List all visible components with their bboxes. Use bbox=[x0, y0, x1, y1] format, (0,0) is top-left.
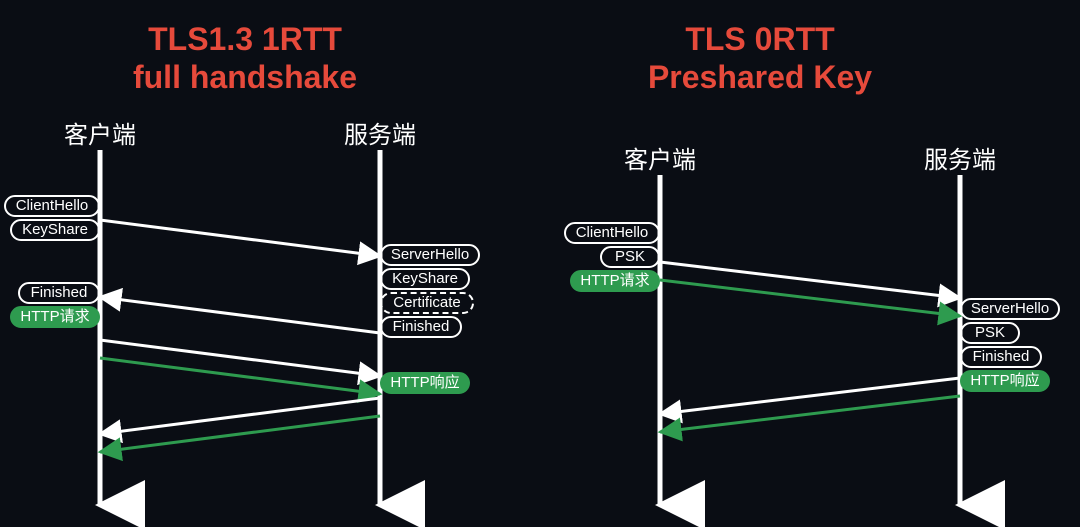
l-a1 bbox=[100, 220, 380, 256]
diagram-stage: { "canvas": { "width": 1080, "height": 5… bbox=[0, 0, 1080, 527]
ll-right-client-label: 客户端 bbox=[610, 140, 710, 175]
title-left-line2: full handshake bbox=[115, 58, 375, 96]
lp-fin2: Finished bbox=[380, 316, 462, 338]
rp-psk2: PSK bbox=[960, 322, 1020, 344]
rp-ch: ClientHello bbox=[564, 222, 660, 244]
title-right-line2: Preshared Key bbox=[630, 58, 890, 96]
l-a2 bbox=[100, 297, 380, 333]
title-right-line1: TLS 0RTT bbox=[630, 20, 890, 58]
lp-ks1: KeyShare bbox=[10, 219, 100, 241]
ll-left-client-label: 客户端 bbox=[50, 115, 150, 150]
title-left-line1: TLS1.3 1RTT bbox=[115, 20, 375, 58]
l-a3 bbox=[100, 340, 380, 376]
r-a4 bbox=[660, 396, 960, 432]
title-right: TLS 0RTTPreshared Key bbox=[630, 20, 890, 97]
ll-left-server-label: 服务端 bbox=[330, 115, 430, 150]
r-a3 bbox=[660, 378, 960, 414]
lp-fin1: Finished bbox=[18, 282, 100, 304]
rp-psk1: PSK bbox=[600, 246, 660, 268]
r-a1 bbox=[660, 262, 960, 298]
rp-sh: ServerHello bbox=[960, 298, 1060, 320]
l-a6 bbox=[100, 416, 380, 452]
lp-ch: ClientHello bbox=[4, 195, 100, 217]
l-a5 bbox=[100, 398, 380, 434]
lp-req: HTTP请求 bbox=[10, 306, 100, 328]
lp-sh: ServerHello bbox=[380, 244, 480, 266]
title-left: TLS1.3 1RTTfull handshake bbox=[115, 20, 375, 97]
rp-req: HTTP请求 bbox=[570, 270, 660, 292]
rp-fin: Finished bbox=[960, 346, 1042, 368]
lp-resp: HTTP响应 bbox=[380, 372, 470, 394]
ll-right-server-label: 服务端 bbox=[910, 140, 1010, 175]
l-a4 bbox=[100, 358, 380, 394]
r-a2 bbox=[660, 280, 960, 316]
lp-cert: Certificate bbox=[380, 292, 474, 314]
lp-ks2: KeyShare bbox=[380, 268, 470, 290]
rp-resp: HTTP响应 bbox=[960, 370, 1050, 392]
